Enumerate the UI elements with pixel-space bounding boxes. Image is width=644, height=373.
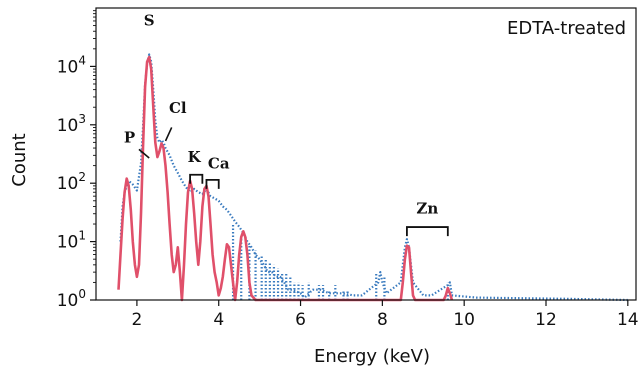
y-tick-label: 101 xyxy=(57,229,86,253)
x-tick-label: 12 xyxy=(535,310,557,330)
solid-series xyxy=(117,55,454,302)
annotation-pointer xyxy=(164,127,173,142)
element-label: K xyxy=(188,148,202,166)
element-label: Ca xyxy=(208,154,230,172)
x-tick-label: 4 xyxy=(213,310,224,330)
element-label: Cl xyxy=(169,99,187,117)
x-tick-label: 10 xyxy=(453,310,475,330)
x-tick-label: 2 xyxy=(131,310,142,330)
y-tick-label: 103 xyxy=(57,112,86,136)
y-tick-label: 104 xyxy=(57,53,86,77)
annotation-bracket xyxy=(189,173,204,184)
annotation-bracket xyxy=(406,226,449,237)
plot-frame xyxy=(95,7,637,301)
plot-area xyxy=(96,8,636,300)
y-axis-label: Count xyxy=(9,133,30,186)
axes: 2 4 6 8 10 12 14 100 101 102 103 104 xyxy=(57,7,639,330)
annotation-bracket xyxy=(205,178,220,189)
element-annotations: S Cl P K Ca Zn xyxy=(124,12,449,237)
corner-label: EDTA-treated xyxy=(507,18,626,39)
plot-background xyxy=(96,8,636,300)
x-tick-label: 6 xyxy=(295,310,306,330)
series-solid-line xyxy=(117,55,454,302)
element-label: S xyxy=(144,12,155,30)
element-label: Zn xyxy=(416,200,438,218)
x-axis-label: Energy (keV) xyxy=(314,346,430,367)
annotation-pointer xyxy=(138,148,150,159)
x-tick-label: 8 xyxy=(377,310,388,330)
y-tick-label: 100 xyxy=(57,287,86,311)
element-label: P xyxy=(124,128,135,146)
y-tick-label: 102 xyxy=(57,170,86,194)
x-tick-label: 14 xyxy=(617,310,639,330)
